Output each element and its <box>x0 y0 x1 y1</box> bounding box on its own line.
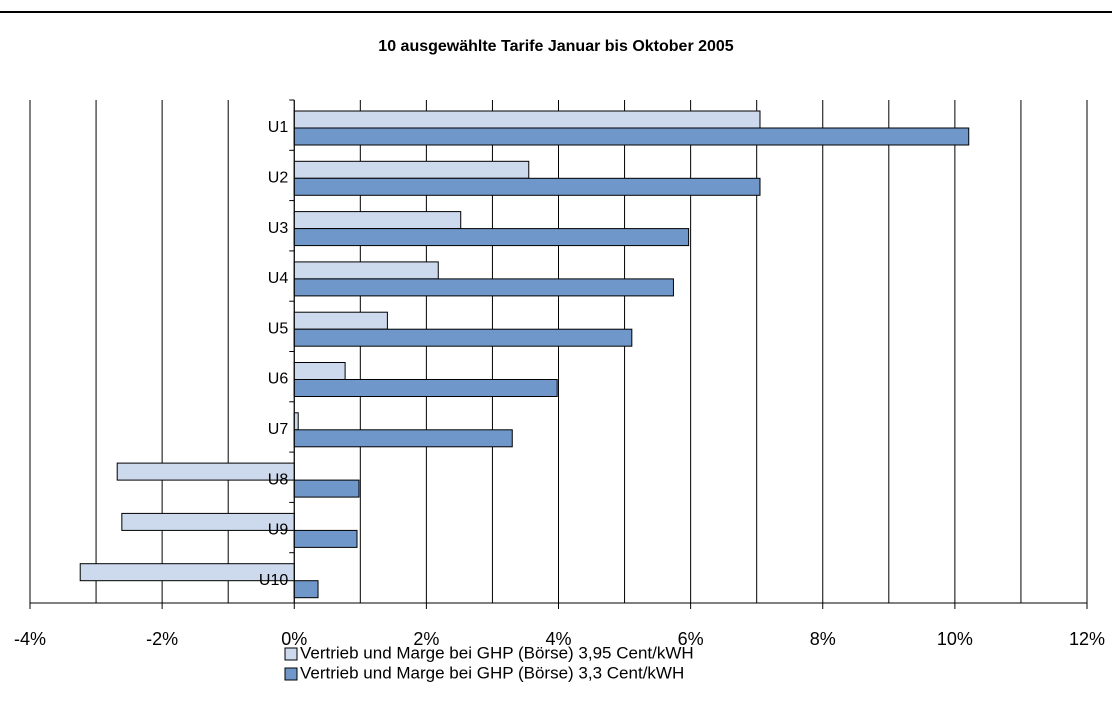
y-tick-label: U10 <box>259 572 288 589</box>
x-tick-label: -4% <box>14 629 46 649</box>
x-tick-label: 8% <box>810 629 836 649</box>
bar <box>293 177 761 196</box>
y-tick-label: U1 <box>268 119 289 136</box>
x-tick-label: 12% <box>1069 629 1105 649</box>
x-tick-label: 10% <box>937 629 973 649</box>
x-tick-label: 4% <box>545 629 571 649</box>
bar <box>293 379 558 397</box>
x-tick-label: 0% <box>281 629 307 649</box>
bar <box>293 429 513 448</box>
y-tick-label: U3 <box>268 220 289 237</box>
bar <box>293 110 761 129</box>
x-tick-label: -2% <box>146 629 178 649</box>
bar <box>293 479 360 498</box>
legend-label: Vertrieb und Marge bei GHP (Börse) 3,3 C… <box>300 663 684 682</box>
bar <box>293 362 346 380</box>
legend-swatch <box>284 667 298 681</box>
bar <box>293 580 319 599</box>
bar <box>293 412 299 431</box>
chart-title: 10 ausgewählte Tarife Januar bis Oktober… <box>378 38 734 55</box>
x-tick-label: 6% <box>678 629 704 649</box>
y-tick-label: U4 <box>268 270 289 287</box>
x-tick-label: 2% <box>413 629 439 649</box>
bar <box>293 228 690 247</box>
bar <box>293 211 462 230</box>
y-tick-label: U6 <box>268 371 289 388</box>
bar <box>293 278 674 297</box>
legend-swatch <box>284 647 298 661</box>
bar <box>293 529 358 548</box>
bar <box>293 261 439 280</box>
bar <box>293 160 530 179</box>
bar <box>293 127 970 146</box>
bar <box>293 328 633 347</box>
y-tick-label: U5 <box>268 320 289 337</box>
legend-label: Vertrieb und Marge bei GHP (Börse) 3,95 … <box>300 643 694 662</box>
y-tick-label: U9 <box>268 522 289 539</box>
y-tick-label: U8 <box>268 471 289 488</box>
bar <box>293 311 388 330</box>
y-tick-label: U7 <box>268 421 289 438</box>
y-tick-label: U2 <box>268 170 289 187</box>
